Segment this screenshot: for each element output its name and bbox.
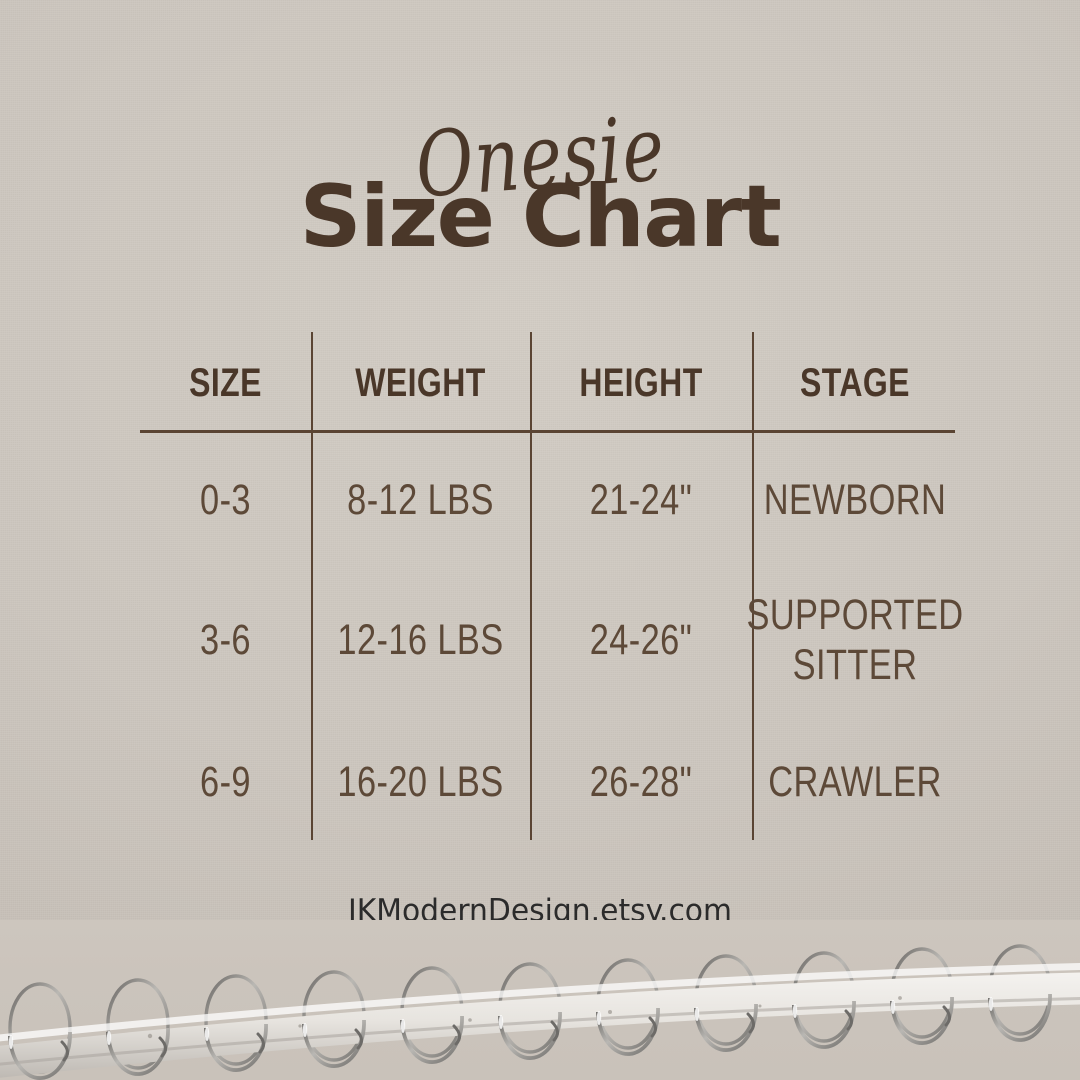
table-row: NEWBORN <box>764 440 946 560</box>
table-row: 26-28" <box>589 757 693 806</box>
column-divider-2 <box>530 332 532 840</box>
stage-line: NEWBORN <box>763 475 947 524</box>
table-row: 12-16 LBS <box>337 615 504 664</box>
clothing-rail-photo <box>0 920 1080 1080</box>
table-row: 3-6 <box>200 615 251 664</box>
size-chart-table: SIZE WEIGHT HEIGHT STAGE 0-3 8-12 LBS 21… <box>140 332 963 842</box>
rail-with-rings-illustration <box>0 944 1080 1080</box>
stage-line: CRAWLER <box>768 757 942 806</box>
table-row: SUPPORTED SITTER <box>746 580 963 700</box>
column-header-height: HEIGHT <box>579 360 703 405</box>
header-rule <box>140 430 955 433</box>
column-header-size: SIZE <box>189 360 262 405</box>
column-divider-1 <box>311 332 313 840</box>
column-header-stage: STAGE <box>800 360 910 405</box>
column-divider-3 <box>752 332 754 840</box>
stage-line: SUPPORTED <box>746 590 964 639</box>
table-row: 0-3 <box>200 475 251 524</box>
table-row: 21-24" <box>589 475 693 524</box>
table-row: 24-26" <box>589 615 693 664</box>
stage-line: SITTER <box>792 641 918 689</box>
table-row: CRAWLER <box>768 722 941 842</box>
table-row: 6-9 <box>200 757 251 806</box>
table-row: 16-20 LBS <box>337 757 504 806</box>
script-title-text: Onesie <box>412 95 668 218</box>
page-title: Size Chart <box>299 167 782 267</box>
column-header-weight: WEIGHT <box>355 360 486 405</box>
table-row: 8-12 LBS <box>347 475 494 524</box>
